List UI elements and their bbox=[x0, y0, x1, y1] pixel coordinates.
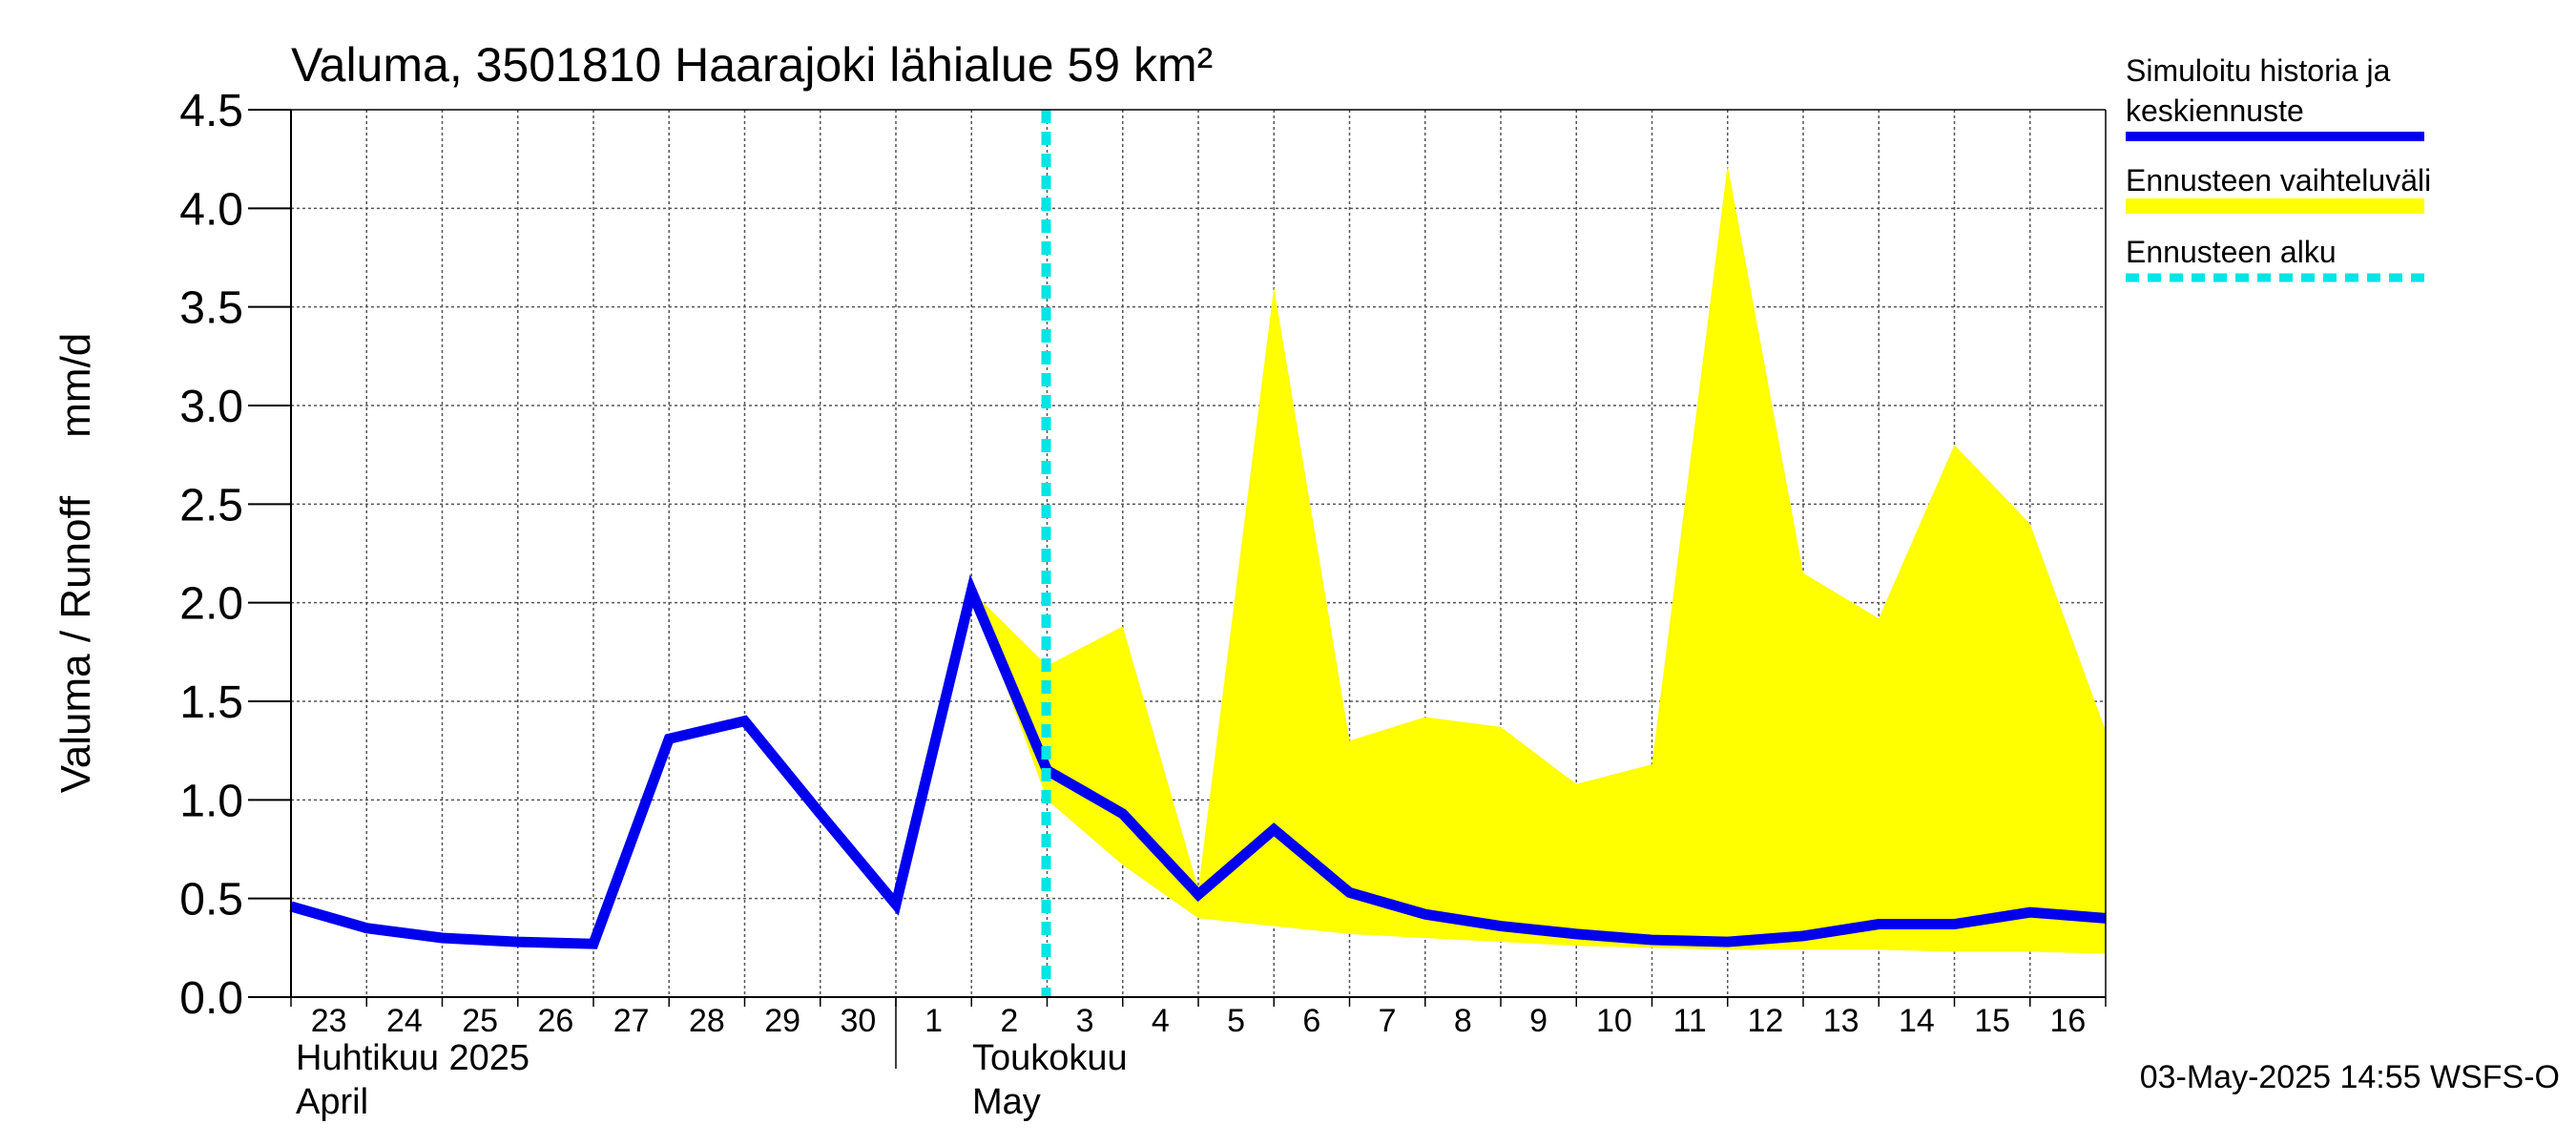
legend: Simuloitu historia ja keskiennuste Ennuste… bbox=[2126, 53, 2431, 282]
y-axis-label: Valuma / Runoff mm/d bbox=[52, 333, 99, 794]
x-tick-label: 8 bbox=[1454, 1003, 1472, 1039]
legend-label: Ennusteen vaihteluväli bbox=[2126, 163, 2431, 198]
x-tick-label: 7 bbox=[1379, 1003, 1397, 1039]
grid bbox=[291, 110, 2106, 997]
legend-label-line2: keskiennuste bbox=[2126, 94, 2304, 128]
range-band-area bbox=[971, 164, 2106, 954]
x-tick-label: 11 bbox=[1672, 1003, 1706, 1039]
x-tick-label: 1 bbox=[924, 1003, 943, 1039]
x-tick-label: 5 bbox=[1227, 1003, 1245, 1039]
forecast-range-band bbox=[971, 164, 2106, 954]
x-tick-label: 15 bbox=[1974, 1003, 2010, 1039]
x-tick-label: 28 bbox=[689, 1003, 725, 1039]
x-tick-label: 13 bbox=[1823, 1003, 1859, 1039]
x-tick-label: 23 bbox=[311, 1003, 347, 1039]
legend-label: Simuloitu historia ja bbox=[2126, 53, 2391, 88]
month-label-may-en: May bbox=[972, 1082, 1041, 1122]
month-label-april-en: April bbox=[296, 1082, 368, 1122]
x-tick-label: 2 bbox=[1000, 1003, 1018, 1039]
x-tick-label: 9 bbox=[1529, 1003, 1548, 1039]
y-tick-label: 1.5 bbox=[179, 677, 243, 728]
axes: 0.00.51.01.52.02.53.03.54.04.523 24 25 26 27… bbox=[179, 86, 2107, 1122]
y-tick-label: 2.0 bbox=[179, 579, 243, 630]
x-tick-label: 27 bbox=[613, 1003, 650, 1039]
x-tick-label: 24 bbox=[386, 1003, 423, 1039]
x-tick-label: 16 bbox=[2049, 1003, 2086, 1039]
x-tick-label: 12 bbox=[1747, 1003, 1783, 1039]
month-label-may-fi: Toukokuu bbox=[972, 1038, 1128, 1078]
x-tick-label: 25 bbox=[462, 1003, 498, 1039]
x-tick-label: 6 bbox=[1302, 1003, 1320, 1039]
x-tick-label: 30 bbox=[840, 1003, 876, 1039]
y-tick-label: 4.5 bbox=[179, 86, 243, 136]
y-tick-label: 4.0 bbox=[179, 184, 243, 235]
series-line-mean bbox=[289, 573, 2107, 949]
x-tick-label: 4 bbox=[1152, 1003, 1170, 1039]
x-tick-label: 14 bbox=[1899, 1003, 1935, 1039]
x-tick-label: 29 bbox=[764, 1003, 800, 1039]
x-tick-label: 3 bbox=[1076, 1003, 1094, 1039]
footer-timestamp: 03-May-2025 14:55 WSFS-O bbox=[2140, 1059, 2560, 1095]
x-tick-label: 10 bbox=[1596, 1003, 1632, 1039]
chart-title: Valuma, 3501810 Haarajoki lähialue 59 km… bbox=[291, 38, 1213, 92]
month-label-april-fi: Huhtikuu 2025 bbox=[296, 1038, 530, 1078]
y-tick-label: 2.5 bbox=[179, 480, 243, 531]
y-tick-label: 0.5 bbox=[179, 875, 243, 926]
x-tick-label: 26 bbox=[537, 1003, 573, 1039]
legend-label: Ennusteen alku bbox=[2126, 235, 2337, 269]
y-tick-label: 3.0 bbox=[179, 382, 243, 432]
y-tick-label: 0.0 bbox=[179, 973, 243, 1024]
y-tick-label: 1.0 bbox=[179, 776, 243, 826]
series-layer bbox=[289, 110, 2107, 997]
y-tick-label: 3.5 bbox=[179, 283, 243, 334]
